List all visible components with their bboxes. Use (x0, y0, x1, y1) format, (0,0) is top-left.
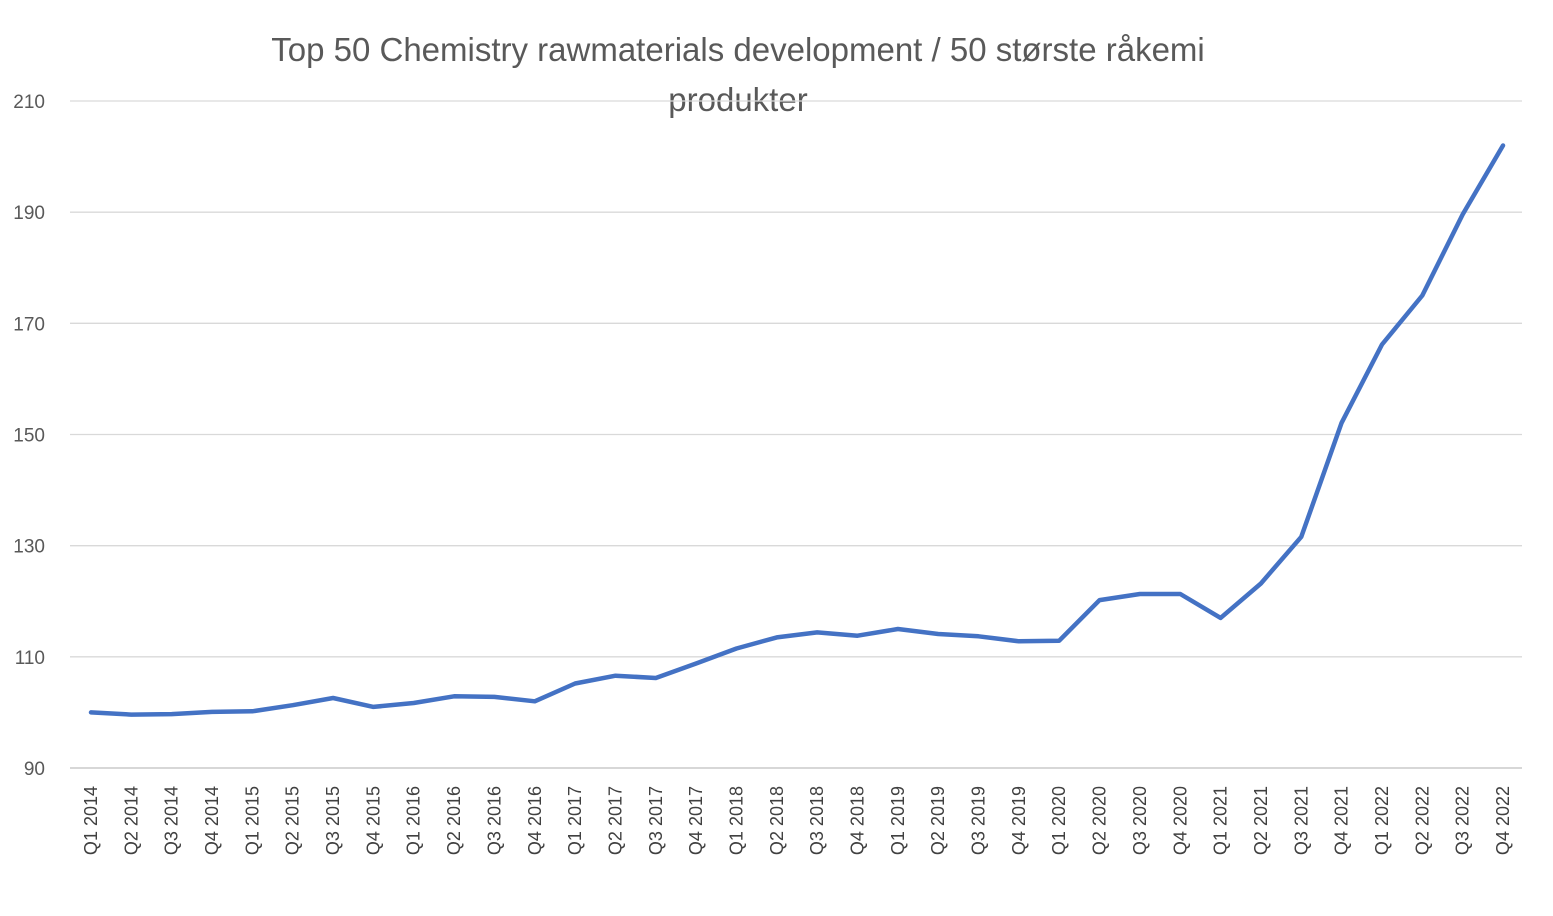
data-point (733, 645, 739, 651)
y-tick-label: 130 (13, 537, 45, 558)
data-point (1137, 591, 1143, 597)
data-point (88, 709, 94, 715)
data-point (1419, 293, 1425, 299)
data-point (128, 712, 134, 718)
y-tick-label: 150 (13, 426, 45, 447)
x-tick-label: Q2 2015 (283, 786, 303, 855)
data-point (895, 626, 901, 632)
x-tick-label: Q4 2014 (202, 786, 222, 855)
x-tick-label: Q1 2022 (1372, 786, 1392, 855)
chart-title-line-1: Top 50 Chemistry rawmaterials developmen… (271, 31, 1205, 68)
x-tick-label: Q1 2021 (1211, 786, 1231, 855)
chart-title: Top 50 Chemistry rawmaterials developmen… (271, 31, 1205, 118)
x-tick-label: Q2 2014 (121, 786, 141, 855)
data-point (1016, 638, 1022, 644)
x-tick-label: Q3 2020 (1130, 786, 1150, 855)
x-tick-label: Q2 2020 (1090, 786, 1110, 855)
y-tick-label: 170 (13, 314, 45, 335)
data-point (1298, 534, 1304, 540)
data-series (88, 142, 1506, 718)
data-point (1379, 341, 1385, 347)
data-point (169, 711, 175, 717)
data-point (976, 633, 982, 639)
x-tick-label: Q3 2014 (162, 786, 182, 855)
x-tick-label: Q2 2021 (1251, 786, 1271, 855)
x-tick-label: Q3 2015 (323, 786, 343, 855)
data-point (290, 702, 296, 708)
series-line (88, 143, 1506, 717)
y-tick-label: 210 (13, 92, 45, 113)
x-tick-label: Q2 2022 (1412, 786, 1432, 855)
data-point (532, 698, 538, 704)
data-point (370, 704, 376, 710)
x-tick-label: Q1 2019 (888, 786, 908, 855)
x-tick-label: Q4 2019 (1009, 786, 1029, 855)
y-tick-label: 190 (13, 203, 45, 224)
data-point (1177, 591, 1183, 597)
y-tick-label: 90 (24, 759, 45, 780)
data-point (1339, 420, 1345, 426)
data-point (572, 681, 578, 687)
x-tick-label: Q4 2015 (363, 786, 383, 855)
x-tick-label: Q4 2022 (1493, 786, 1513, 855)
x-tick-label: Q3 2019 (969, 786, 989, 855)
x-tick-label: Q4 2020 (1170, 786, 1190, 855)
data-point (1460, 211, 1466, 217)
x-tick-label: Q2 2019 (928, 786, 948, 855)
y-tick-label: 110 (15, 648, 45, 669)
x-tick-label: Q1 2014 (81, 786, 101, 855)
data-point (1258, 580, 1264, 586)
data-point (814, 629, 820, 635)
x-tick-label: Q2 2016 (444, 786, 464, 855)
x-tick-label: Q3 2018 (807, 786, 827, 855)
x-tick-label: Q4 2018 (848, 786, 868, 855)
x-tick-label: Q4 2016 (525, 786, 545, 855)
gridlines (70, 100, 1522, 769)
x-tick-label: Q3 2016 (484, 786, 504, 855)
data-point (1500, 142, 1506, 148)
x-tick-label: Q1 2015 (242, 786, 262, 855)
x-tick-label: Q1 2017 (565, 786, 585, 855)
data-point (653, 675, 659, 681)
x-tick-label: Q3 2021 (1291, 786, 1311, 855)
x-tick-label: Q4 2021 (1332, 786, 1352, 855)
data-point (935, 631, 941, 637)
data-point (491, 694, 497, 700)
x-tick-label: Q3 2022 (1453, 786, 1473, 855)
data-point (451, 693, 457, 699)
data-point (249, 708, 255, 714)
data-point (209, 709, 215, 715)
x-tick-label: Q4 2017 (686, 786, 706, 855)
x-tick-label: Q2 2018 (767, 786, 787, 855)
x-tick-label: Q1 2016 (404, 786, 424, 855)
x-tick-label: Q1 2020 (1049, 786, 1069, 855)
x-axis-ticks: Q1 2014 Q2 2014 Q3 2014 Q4 2014 Q1 2015 Q2 20… (81, 786, 1513, 855)
data-point (330, 695, 336, 701)
data-point (1056, 638, 1062, 644)
data-point (774, 634, 780, 640)
data-point (612, 673, 618, 679)
chart-title-line-2: produkter (668, 81, 807, 118)
x-tick-label: Q1 2018 (726, 786, 746, 855)
x-tick-label: Q2 2017 (605, 786, 625, 855)
data-point (693, 661, 699, 667)
y-axis-ticks: 90 110 130 150 170 190 210 (13, 92, 45, 780)
data-point (855, 633, 861, 639)
data-point (1097, 597, 1103, 603)
x-tick-label: Q3 2017 (646, 786, 666, 855)
data-point (1218, 615, 1224, 621)
data-point (411, 700, 417, 706)
